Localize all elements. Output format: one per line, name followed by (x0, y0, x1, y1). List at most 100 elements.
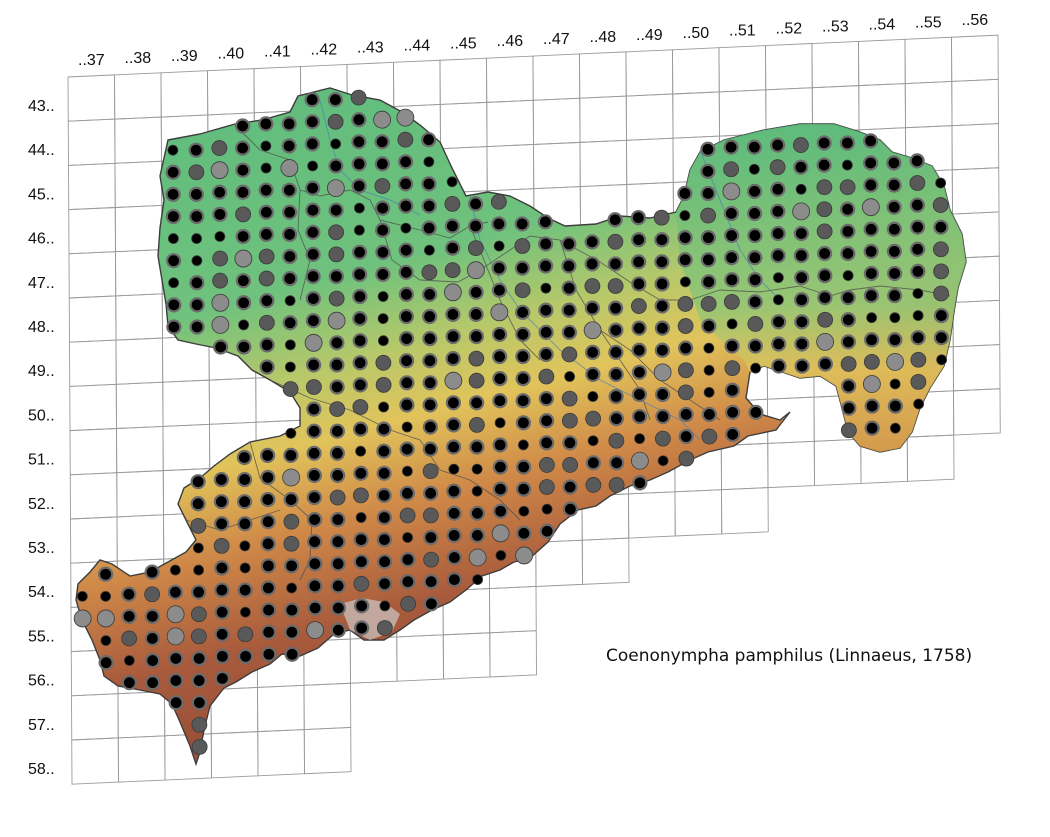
distribution-dot (839, 179, 856, 196)
distribution-dot (307, 600, 323, 616)
distribution-dot (212, 272, 229, 289)
distribution-dot (329, 335, 345, 351)
distribution-dot (422, 308, 438, 325)
grid-cell (951, 167, 1000, 215)
grid-cell (68, 207, 116, 255)
distribution-dot (467, 240, 484, 257)
distribution-dot (214, 231, 226, 242)
distribution-dot (722, 182, 741, 201)
distribution-dot (375, 222, 391, 238)
distribution-dot (468, 196, 484, 212)
distribution-dot (863, 155, 879, 171)
distribution-dot (213, 537, 230, 554)
distribution-dot (653, 209, 670, 226)
distribution-dot (354, 620, 370, 636)
distribution-dot (399, 507, 416, 524)
row-label: 47.. (28, 275, 55, 292)
row-label: 52.. (28, 496, 55, 513)
distribution-dot (700, 163, 716, 179)
distribution-dot (863, 221, 879, 237)
distribution-dot (444, 196, 461, 212)
column-label: ..39 (171, 48, 198, 65)
distribution-dot (794, 336, 810, 352)
distribution-dot (912, 310, 924, 321)
distribution-dot (355, 512, 367, 523)
distribution-dot (402, 532, 414, 543)
distribution-dot (353, 465, 369, 481)
grid-cell (116, 470, 164, 518)
distribution-dot (492, 437, 508, 453)
distribution-dot (817, 290, 833, 306)
row-label: 54.. (28, 584, 55, 601)
distribution-dot (258, 204, 274, 220)
grid-cell (718, 89, 767, 137)
distribution-dot (932, 197, 949, 213)
distribution-dot (517, 439, 529, 451)
distribution-dot (306, 489, 322, 506)
distribution-dot (280, 159, 299, 177)
grid-cell (579, 139, 628, 188)
distribution-dot (327, 92, 343, 108)
distribution-dot (377, 291, 389, 302)
distribution-dot (678, 428, 694, 445)
distribution-dot (305, 268, 321, 285)
distribution-dot (631, 276, 647, 292)
distribution-dot (191, 695, 207, 711)
distribution-dot (305, 379, 322, 395)
column-label: ..46 (497, 33, 524, 50)
distribution-dot (398, 198, 414, 214)
distribution-dot (491, 524, 510, 543)
distribution-dot (515, 348, 531, 365)
distribution-dot (862, 375, 881, 393)
distribution-dot (468, 548, 487, 567)
distribution-dot (468, 350, 485, 367)
distribution-dot (422, 286, 438, 303)
distribution-dot (144, 564, 160, 580)
distribution-dot (328, 246, 345, 263)
distribution-dot (329, 357, 345, 373)
distribution-dot (723, 161, 740, 178)
distribution-dot (189, 275, 205, 291)
row-label: 48.. (28, 319, 55, 336)
distribution-dot (491, 260, 507, 276)
distribution-dot (936, 354, 948, 366)
distribution-dot (932, 241, 949, 258)
distribution-dot (561, 258, 577, 274)
distribution-dot (189, 297, 205, 313)
distribution-dot (933, 219, 949, 235)
distribution-dot (631, 342, 647, 358)
distribution-dot (468, 417, 485, 433)
distribution-dot (839, 135, 855, 151)
distribution-dot (284, 295, 296, 307)
distribution-dot (306, 621, 325, 639)
grid-cell (533, 141, 581, 190)
distribution-dot (538, 391, 554, 407)
distribution-dot (168, 695, 184, 711)
distribution-records (73, 89, 950, 755)
grid-cell (906, 434, 955, 482)
distribution-dot (191, 672, 207, 689)
distribution-dot (816, 332, 835, 351)
distribution-dot (794, 292, 810, 308)
distribution-dot (236, 295, 252, 311)
grid-cell (67, 118, 116, 166)
distribution-dot (748, 404, 764, 420)
distribution-dot (515, 546, 534, 565)
distribution-dot (887, 265, 903, 282)
distribution-dot (562, 501, 578, 517)
distribution-dot (444, 262, 461, 279)
distribution-dot (375, 354, 392, 371)
distribution-dot (886, 199, 902, 215)
grid-cell (71, 737, 119, 785)
distribution-dot (631, 232, 647, 248)
grid-cell (953, 388, 1001, 436)
distribution-dot (494, 417, 506, 429)
distribution-dot (608, 366, 624, 383)
distribution-dot (352, 377, 368, 393)
distribution-dot (307, 578, 323, 594)
distribution-dot (539, 435, 555, 451)
distribution-dot (446, 417, 462, 433)
distribution-dot (910, 351, 927, 368)
distribution-dot (701, 318, 717, 334)
distribution-dot (518, 505, 530, 517)
